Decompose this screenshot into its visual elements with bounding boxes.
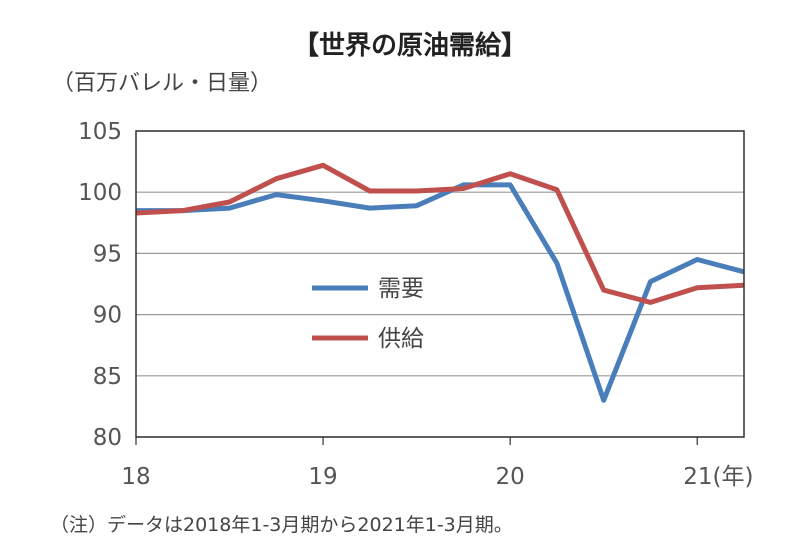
y-tick-label: 90 [93,303,122,329]
series-line-需要 [136,182,745,403]
legend-label: 供給 [378,326,424,352]
y-axis-ticks: 80 85 90 95 100 105 [78,119,122,451]
y-tick-label: 105 [78,119,122,145]
y-axis-unit-label: （百万バレル・日量） [52,71,272,96]
y-tick-label: 85 [93,364,122,390]
y-tick-label: 100 [78,180,122,206]
gridlines [136,130,744,438]
chart-title: 【世界の原油需給】 [293,30,527,61]
x-tick-label: 19 [308,464,337,490]
y-tick-label: 80 [93,425,122,451]
footnote: （注）データは2018年1-3月期から2021年1-3月期。 [50,514,513,536]
y-tick-label: 95 [93,241,122,267]
x-tick-label: 18 [121,464,150,490]
series-line-供給 [135,162,745,305]
x-tick-label: 21(年) [683,464,753,490]
series-lines [135,162,745,403]
x-tick-label: 20 [496,464,525,490]
legend-label: 需要 [378,276,424,302]
x-axis-ticks: 18 19 20 21(年) [121,437,753,490]
plot-frame [135,130,745,438]
